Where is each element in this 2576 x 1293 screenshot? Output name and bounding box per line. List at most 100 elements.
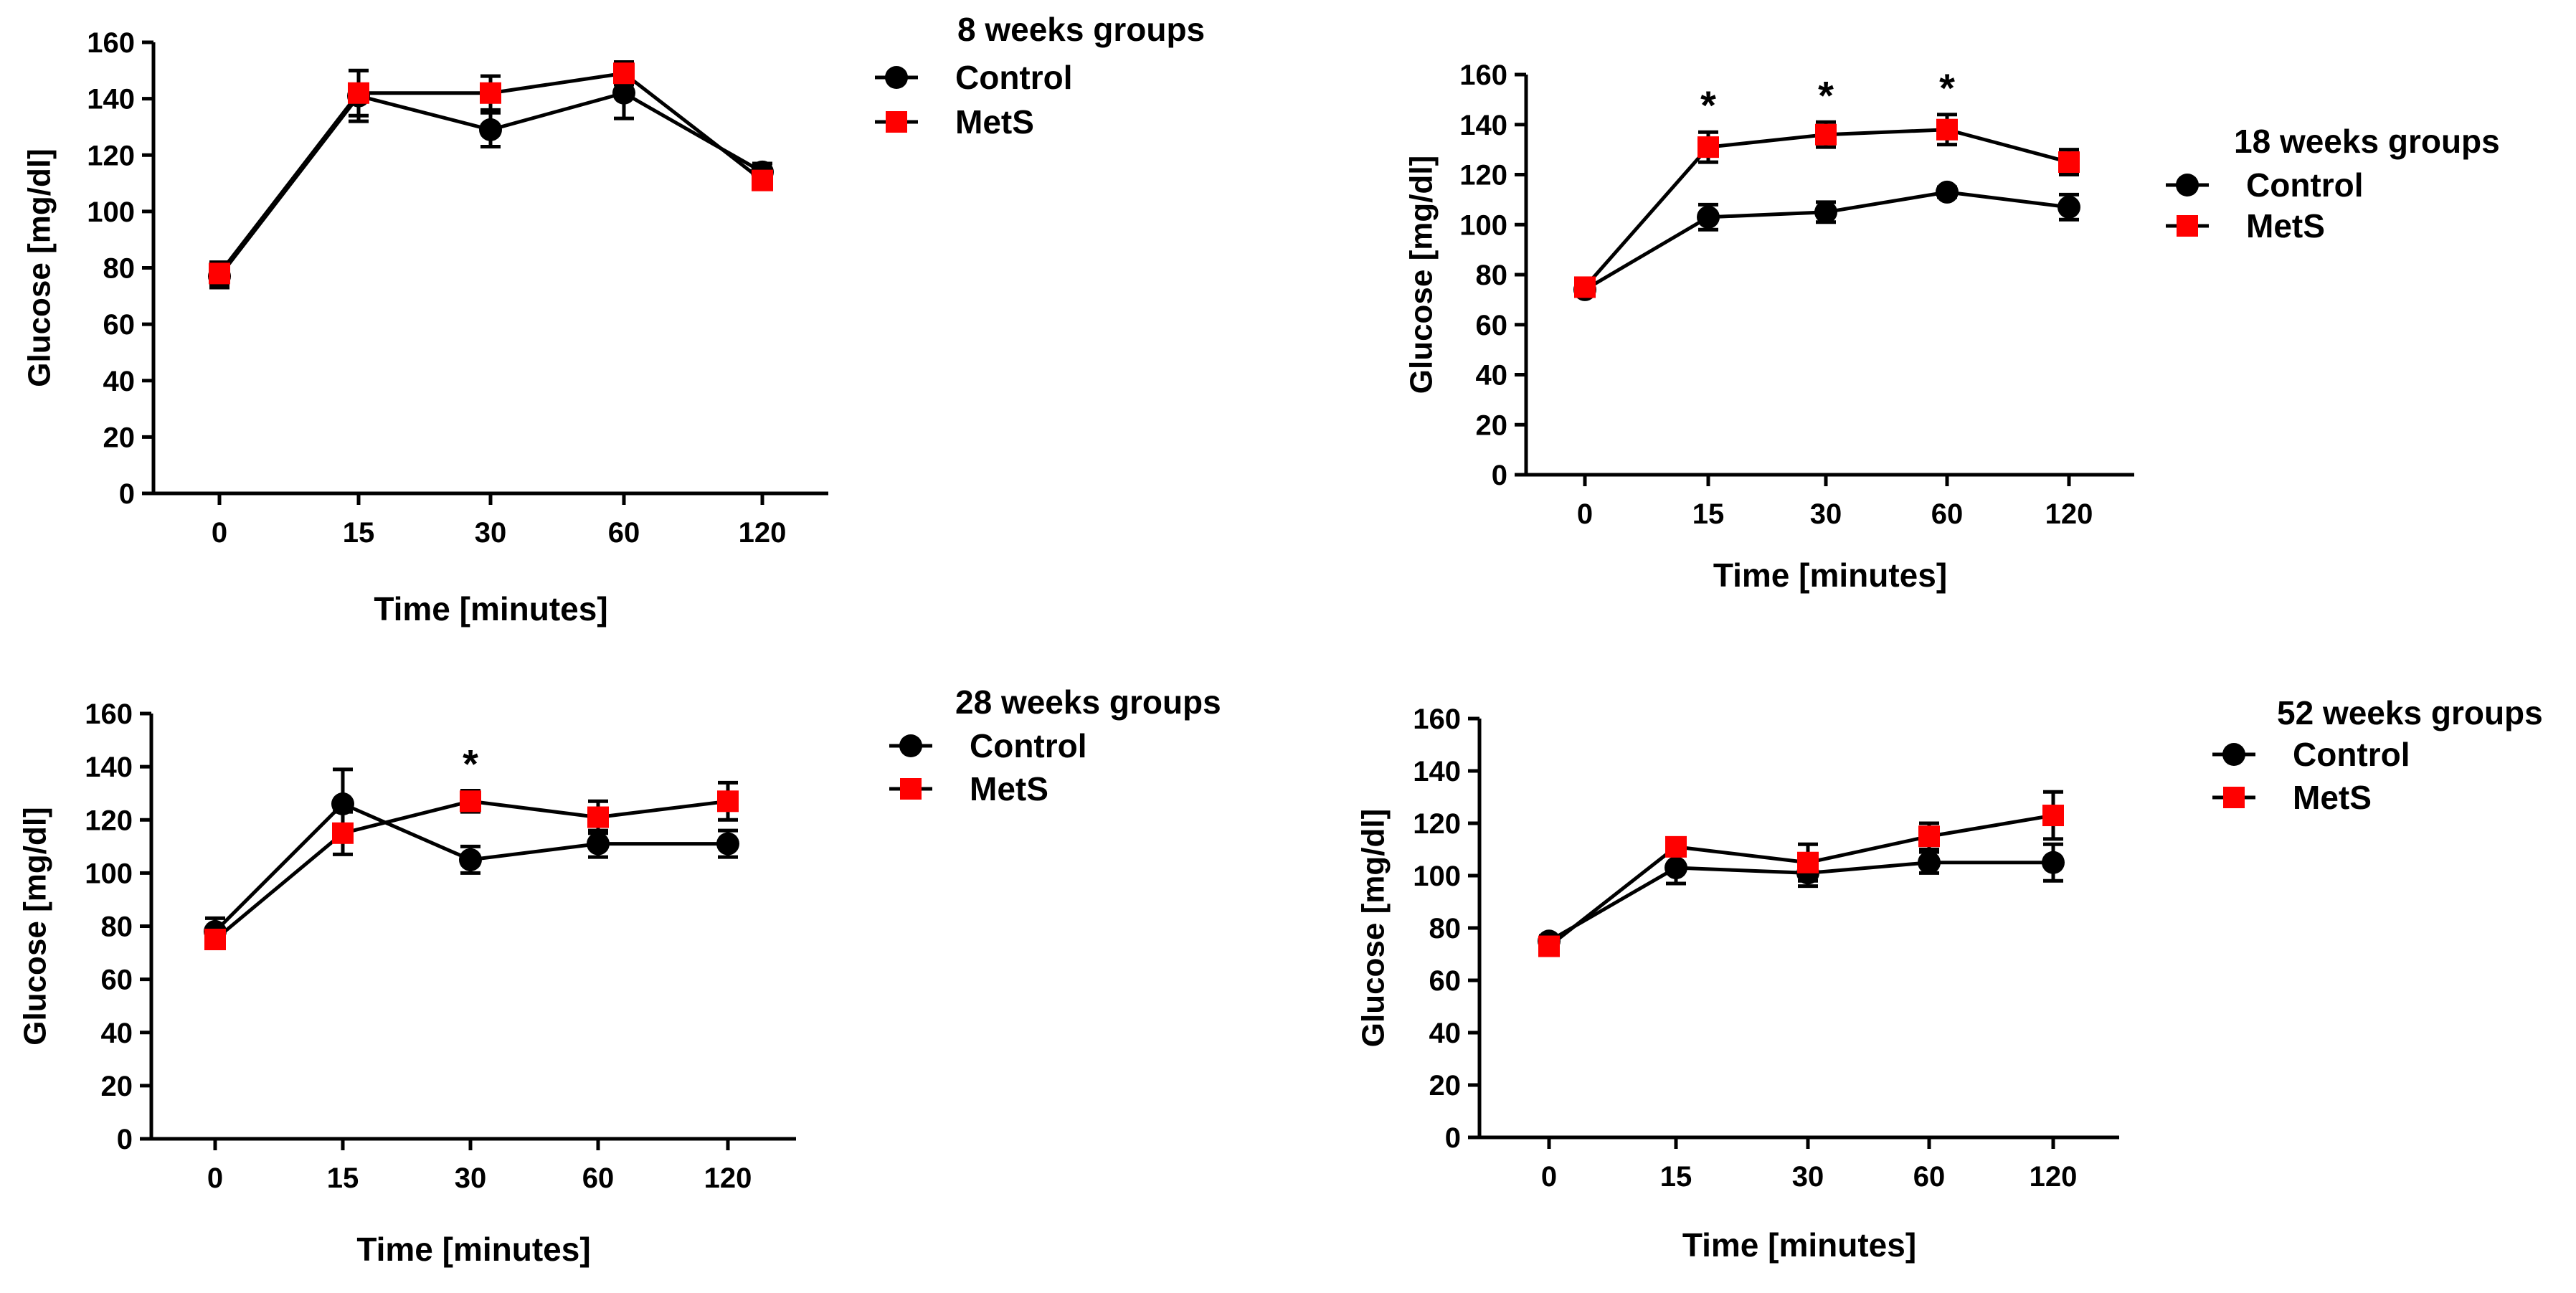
x-tick-label: 15 — [1660, 1161, 1692, 1193]
x-axis-label: Time [minutes] — [374, 590, 607, 627]
x-tick-label: 30 — [1792, 1161, 1824, 1193]
y-tick-label: 120 — [87, 140, 135, 171]
y-tick-label: 100 — [1459, 209, 1507, 241]
y-axis-label: Glucose [mg/dl] — [1404, 156, 1439, 394]
y-tick-label: 140 — [1413, 756, 1461, 787]
x-tick-label: 0 — [1541, 1161, 1557, 1193]
x-tick-label: 30 — [475, 517, 507, 549]
y-tick-label: 160 — [1459, 60, 1507, 91]
y-tick-label: 140 — [87, 84, 135, 115]
y-axis-label: Glucose [mg/dl] — [1356, 809, 1391, 1047]
data-point — [209, 262, 230, 285]
y-tick-label: 20 — [103, 422, 136, 453]
y-tick-label: 160 — [1413, 704, 1461, 735]
data-point — [2042, 805, 2064, 827]
legend-marker — [2176, 174, 2199, 196]
legend-label: MetS — [2293, 779, 2372, 816]
data-point — [1574, 276, 1596, 298]
y-tick-label: 80 — [1429, 913, 1462, 944]
data-point — [1538, 935, 1560, 957]
y-tick-label: 40 — [1429, 1018, 1462, 1049]
series-control — [1573, 180, 2080, 301]
data-point — [1918, 825, 1940, 848]
y-tick-label: 100 — [87, 196, 135, 228]
legend-marker — [2222, 743, 2245, 766]
y-tick-label: 80 — [103, 253, 136, 285]
legend-entry-control: Control — [889, 727, 1087, 764]
significance-marker: * — [1939, 65, 1955, 110]
significance-marker: * — [1700, 82, 1716, 128]
x-tick-label: 60 — [1931, 498, 1964, 530]
data-point — [1797, 851, 1819, 873]
data-point — [459, 848, 482, 871]
legend-marker — [885, 66, 908, 89]
y-tick-label: 40 — [103, 366, 136, 397]
y-axis-label: Glucose [mg/dl] — [18, 807, 53, 1045]
significance-marker: * — [463, 741, 478, 786]
series-mets — [1538, 790, 2064, 957]
legend-label: MetS — [955, 103, 1034, 141]
y-tick-label: 80 — [1476, 260, 1508, 291]
y-tick-label: 140 — [85, 752, 133, 783]
legend-entry-mets: MetS — [2212, 779, 2372, 816]
legend-entry-control: Control — [2212, 736, 2410, 773]
y-tick-label: 120 — [1459, 160, 1507, 191]
y-tick-label: 160 — [85, 698, 133, 730]
y-tick-label: 60 — [103, 309, 136, 341]
legend-entry-control: Control — [875, 59, 1073, 96]
chart-title: 18 weeks groups — [2234, 123, 2500, 160]
y-tick-label: 60 — [1476, 310, 1508, 341]
y-tick-label: 120 — [1413, 808, 1461, 840]
x-tick-label: 0 — [207, 1162, 223, 1194]
x-tick-label: 60 — [608, 517, 640, 549]
data-point — [613, 62, 635, 85]
data-point — [1697, 205, 1720, 229]
data-point — [1697, 136, 1719, 158]
data-point — [752, 169, 773, 191]
x-tick-label: 0 — [1577, 498, 1593, 530]
data-point — [1936, 118, 1958, 141]
chart-panel-3: 0 20 40 60 80 100 120 140 160 0 15 30 60 120 Glucose [… — [18, 683, 1221, 1268]
legend-label: Control — [955, 59, 1073, 96]
y-tick-label: 100 — [1413, 861, 1461, 892]
data-point — [716, 832, 739, 856]
x-tick-label: 60 — [1913, 1161, 1946, 1193]
x-tick-label: 120 — [739, 517, 787, 549]
legend-entry-control: Control — [2166, 166, 2364, 204]
x-tick-label: 15 — [327, 1162, 359, 1194]
x-axis-label: Time [minutes] — [356, 1231, 590, 1268]
data-point — [612, 81, 635, 105]
y-tick-label: 0 — [119, 478, 135, 510]
legend-label: Control — [2246, 166, 2364, 204]
data-point — [331, 792, 354, 816]
legend-marker — [886, 111, 907, 133]
data-point — [1665, 835, 1687, 858]
legend-label: Control — [2293, 736, 2410, 773]
y-tick-label: 20 — [1476, 409, 1508, 441]
data-point — [480, 82, 501, 104]
data-point — [1665, 856, 1687, 880]
data-point — [1814, 200, 1837, 224]
data-point — [587, 832, 610, 856]
legend-label: MetS — [2246, 207, 2325, 245]
x-tick-label: 0 — [212, 517, 227, 549]
y-tick-label: 20 — [101, 1071, 133, 1102]
y-tick-label: 140 — [1459, 110, 1507, 141]
x-tick-label: 30 — [455, 1162, 487, 1194]
x-tick-label: 30 — [1810, 498, 1842, 530]
y-tick-label: 0 — [117, 1124, 133, 1155]
y-tick-label: 120 — [85, 805, 133, 836]
series-mets — [1574, 113, 2080, 298]
chart-panel-1: 0 20 40 60 80 100 120 140 160 0 15 30 60 120 Glucose [… — [22, 11, 1206, 627]
y-tick-label: 0 — [1445, 1122, 1461, 1154]
legend-marker — [2177, 215, 2198, 237]
data-point — [1936, 180, 1959, 204]
legend-marker — [899, 734, 922, 757]
x-axis-label: Time [minutes] — [1682, 1226, 1916, 1264]
data-point — [460, 790, 481, 813]
y-tick-label: 100 — [85, 858, 133, 889]
data-point — [2058, 195, 2080, 219]
x-tick-label: 15 — [1692, 498, 1725, 530]
data-point — [332, 822, 354, 844]
